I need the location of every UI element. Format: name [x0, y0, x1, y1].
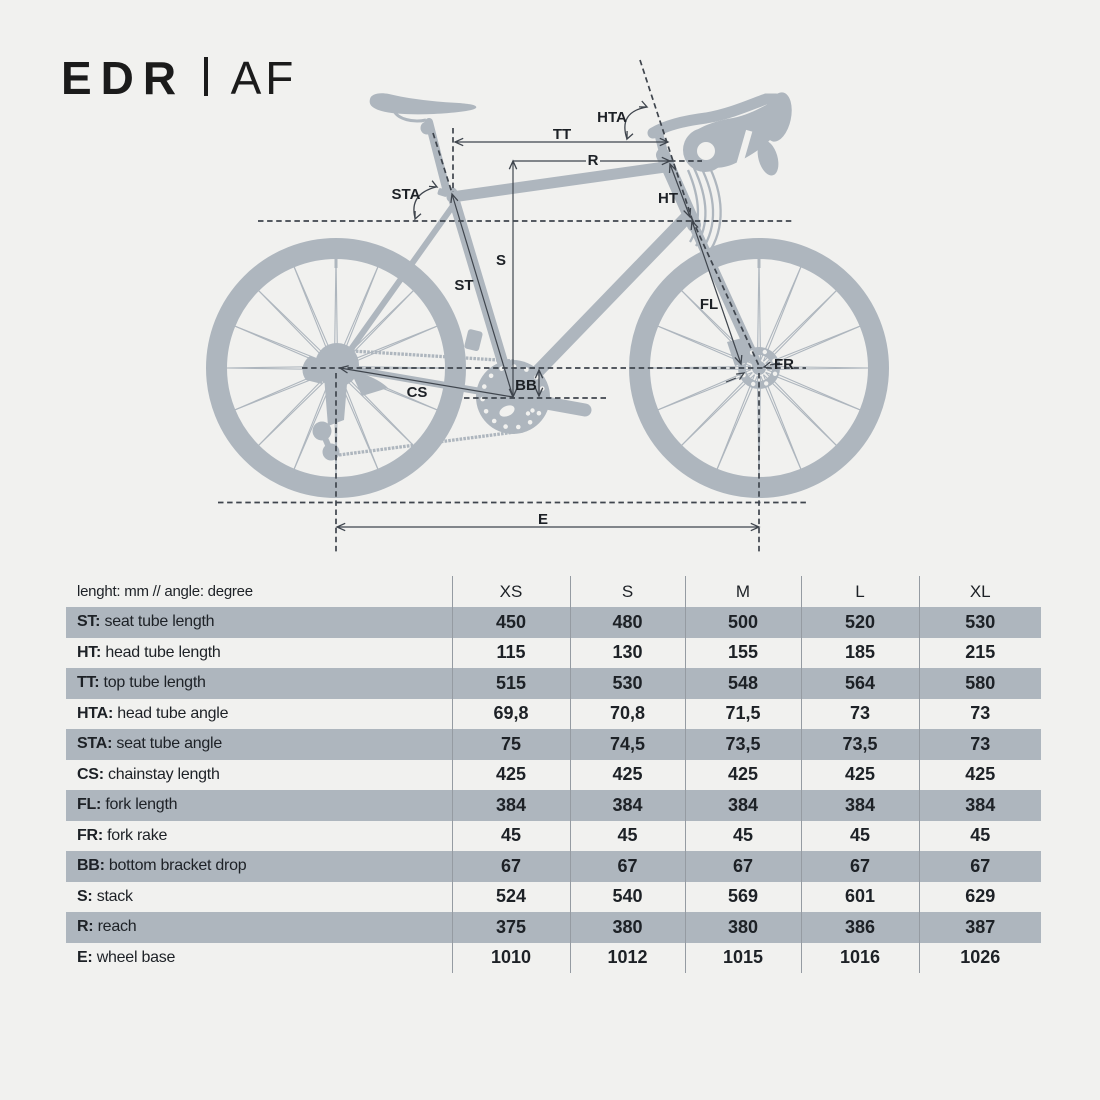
svg-text:HTA: HTA [597, 109, 627, 126]
svg-text:HT: HT [658, 190, 678, 207]
svg-text:STA: STA [392, 186, 421, 203]
svg-text:E: E [538, 511, 548, 528]
svg-text:CS: CS [407, 384, 428, 401]
svg-text:S: S [496, 252, 506, 269]
svg-text:FR: FR [774, 356, 794, 373]
svg-text:TT: TT [553, 126, 571, 143]
svg-text:FL: FL [700, 296, 718, 313]
svg-text:ST: ST [454, 277, 473, 294]
svg-text:BB: BB [515, 377, 537, 394]
svg-text:R: R [588, 152, 599, 169]
